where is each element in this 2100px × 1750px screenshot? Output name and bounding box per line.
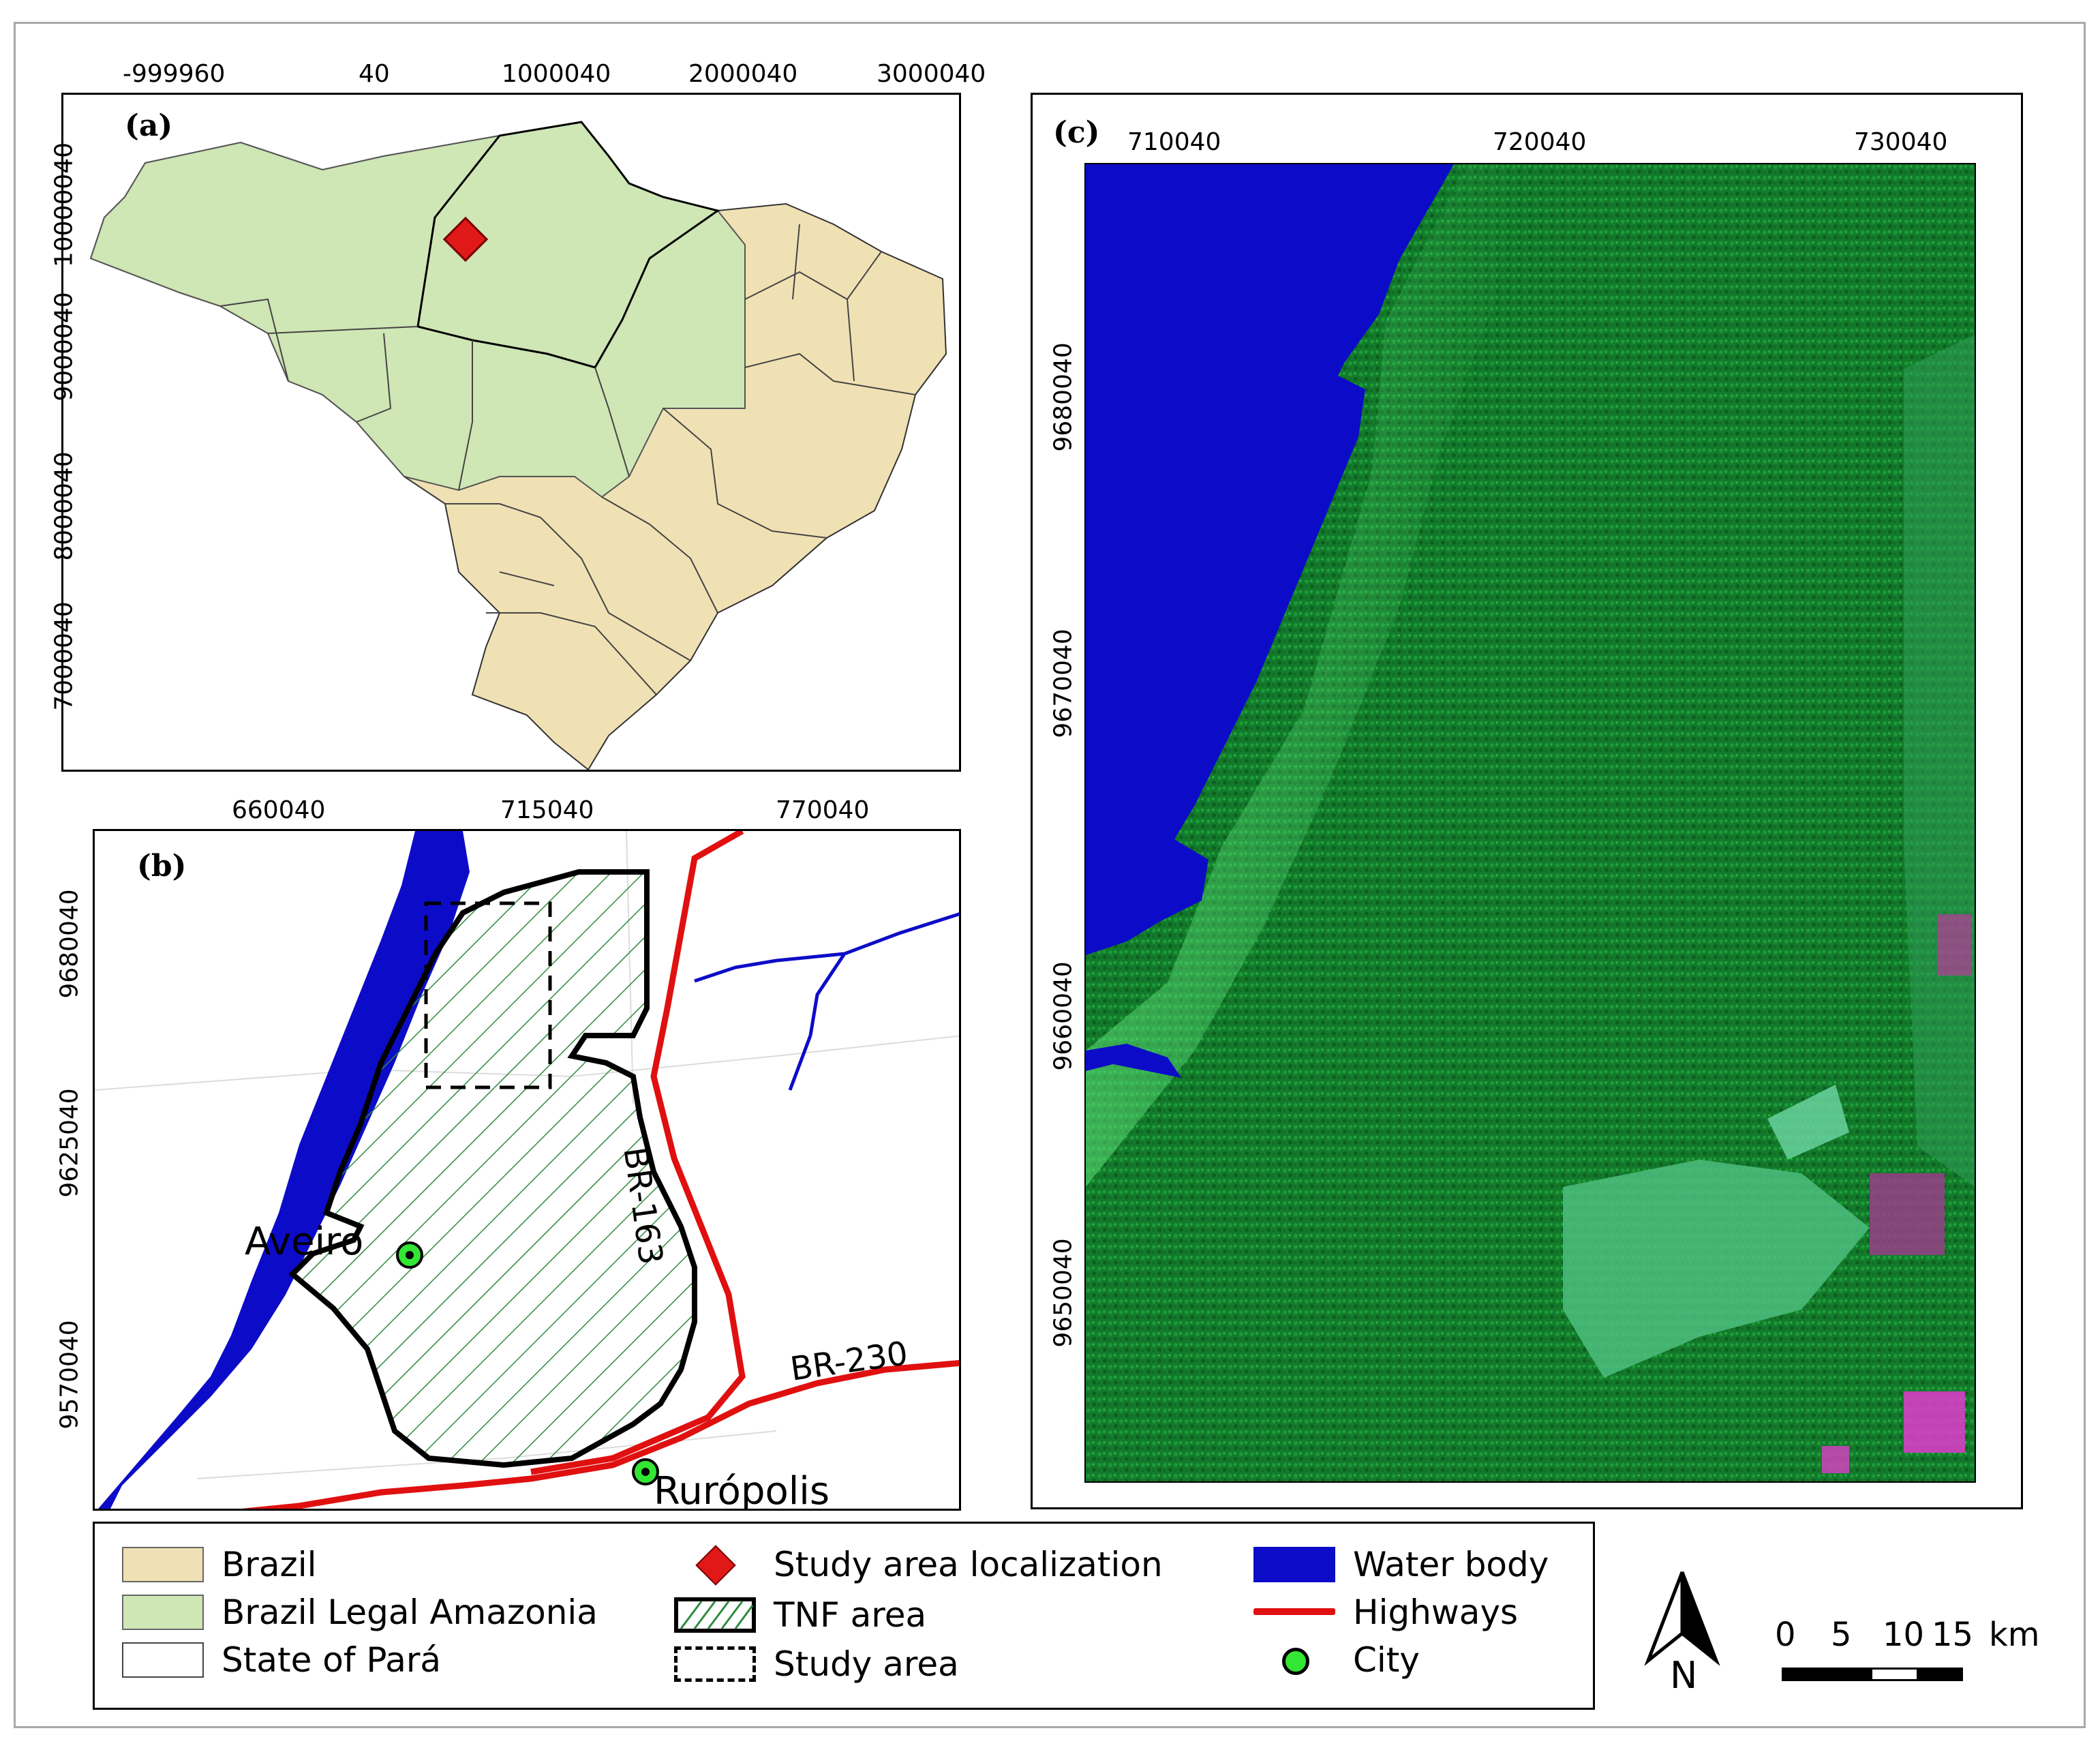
- study-area-dashed-icon: [674, 1646, 756, 1682]
- panel-a-brazil-map: (a): [61, 93, 961, 772]
- highway-br-163: [530, 831, 746, 1475]
- river-tapajos: [98, 831, 470, 1509]
- legend-highways: Highways: [1253, 1592, 1518, 1633]
- study-area-rectangle: [424, 901, 552, 1089]
- satellite-image-frame: [1084, 163, 1976, 1483]
- north-arrow-icon: [1644, 1571, 1720, 1666]
- scale-unit: km: [1989, 1616, 2040, 1654]
- para-swatch: [122, 1642, 204, 1678]
- panel-b-ytick: 9625040: [55, 1088, 84, 1198]
- panel-b-xtick: 770040: [776, 796, 870, 824]
- panel-a-ytick: 10000040: [50, 142, 78, 268]
- cleared-land-patches: [1563, 335, 1975, 1473]
- panel-c-ytick: 9670040: [1049, 629, 1078, 738]
- legend-brazil: Brazil: [122, 1544, 317, 1585]
- panel-a-xtick: 1000040: [502, 60, 611, 88]
- brazil-map-svg: [89, 121, 947, 770]
- tnf-area-shape: [288, 869, 697, 1468]
- state-boundaries: [219, 224, 916, 695]
- panel-c-ytick: 9660040: [1049, 961, 1078, 1071]
- legend-water-body: Water body: [1253, 1544, 1549, 1585]
- highway-line-icon: [1253, 1608, 1335, 1615]
- panel-a-xtick: 2000040: [688, 60, 798, 88]
- legend-study-localization: Study area localization: [674, 1544, 1163, 1586]
- panel-c-satellite-image: (c): [1031, 93, 2023, 1509]
- city-label-aveiro: Aveiro: [245, 1220, 364, 1264]
- panel-c-xtick: 730040: [1854, 128, 1948, 156]
- brazil-swatch: [122, 1547, 204, 1582]
- panel-c-xtick: 710040: [1127, 128, 1221, 156]
- scale-label: 10: [1883, 1616, 1925, 1654]
- north-label: N: [1670, 1654, 1698, 1697]
- legend-legal-amazonia: Brazil Legal Amazonia: [122, 1592, 598, 1633]
- scale-label: 0: [1775, 1616, 1796, 1654]
- panel-c-ytick: 9650040: [1049, 1238, 1078, 1348]
- legal-amazonia-shape: [89, 121, 746, 498]
- legend-para: State of Pará: [122, 1640, 441, 1680]
- satellite-scene-svg: [1086, 164, 1975, 1481]
- map-legend: Brazil Brazil Legal Amazonia State of Pa…: [93, 1522, 1595, 1710]
- panel-b-xtick: 715040: [500, 796, 594, 824]
- panel-c-xtick: 720040: [1493, 128, 1587, 156]
- region-map-svg: [95, 831, 959, 1509]
- scale-label: 15: [1932, 1616, 1974, 1654]
- water-body-shape: [1086, 164, 1454, 955]
- panel-c-label: (c): [1053, 115, 1100, 150]
- city-dot-icon: [1282, 1648, 1309, 1675]
- scale-bar: [1782, 1668, 1963, 1681]
- water-swatch: [1253, 1547, 1335, 1582]
- legend-city: City: [1253, 1640, 1420, 1680]
- amazonia-swatch: [122, 1595, 204, 1630]
- study-area-marker-icon: [442, 216, 489, 262]
- legend-study-area: Study area: [674, 1644, 959, 1685]
- panel-a-xtick: 3000040: [877, 60, 986, 88]
- panel-a-ytick: 8000040: [50, 451, 78, 561]
- city-label-ruropolis: Rurópolis: [654, 1469, 830, 1511]
- scale-label: 5: [1831, 1616, 1852, 1654]
- panel-b-ytick: 9570040: [55, 1320, 84, 1430]
- tributaries: [694, 912, 959, 1091]
- highway-br-230: [241, 1360, 959, 1509]
- panel-b-label: (b): [137, 849, 187, 884]
- panel-a-label: (a): [125, 108, 173, 143]
- panel-a-xtick: 40: [359, 60, 390, 88]
- panel-b-ytick: 9680040: [55, 889, 84, 999]
- panel-b-xtick: 660040: [232, 796, 326, 824]
- panel-a-xtick: -999960: [123, 60, 226, 88]
- panel-a-ytick: 7000040: [50, 601, 78, 711]
- panel-c-ytick: 9680040: [1049, 342, 1078, 452]
- panel-b-study-region-map: (b) Aveiro Ruró: [93, 829, 961, 1511]
- legend-tnf-area: TNF area: [674, 1595, 926, 1635]
- figure-frame: [14, 22, 2086, 1728]
- tnf-hatch-icon: [674, 1597, 756, 1633]
- para-state-shape: [416, 121, 720, 369]
- study-marker-icon: [695, 1545, 736, 1586]
- panel-a-ytick: 9000040: [50, 292, 78, 402]
